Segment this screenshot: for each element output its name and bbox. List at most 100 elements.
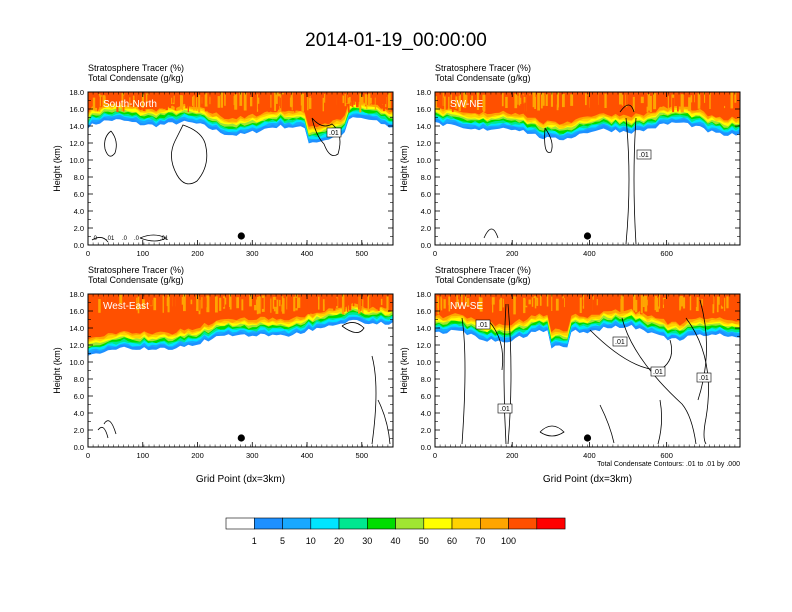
colorbar-swatch <box>310 517 340 530</box>
tracer-stripe <box>445 94 448 110</box>
colorbar-label: 20 <box>334 536 344 546</box>
y-tick-label: 0.0 <box>421 241 431 250</box>
tracer-stripe <box>717 296 720 305</box>
tracer-stripe <box>220 294 224 315</box>
tracer-stripe <box>366 97 368 110</box>
contour-line <box>171 124 208 185</box>
tracer-stripe <box>142 93 144 108</box>
tracer-stripe <box>107 299 110 305</box>
tracer-stripe <box>611 294 613 308</box>
tracer-stripe <box>592 96 595 105</box>
tracer-stripe <box>324 94 326 103</box>
tracer-layer <box>435 294 740 447</box>
tracer-stripe <box>139 297 143 315</box>
tracer-stripe <box>654 298 657 311</box>
tracer-stripe <box>603 97 605 105</box>
y-axis-label: Height (km) <box>52 347 62 394</box>
tracer-stripe <box>123 299 125 307</box>
tracer-stripe <box>204 93 208 107</box>
tracer-stripe <box>478 296 480 310</box>
tracer-stripe <box>269 94 272 108</box>
tracer-stripe <box>640 96 644 104</box>
tracer-stripe <box>528 299 531 305</box>
tracer-stripe <box>714 97 717 104</box>
tracer-stripe <box>539 93 541 109</box>
tracer-stripe <box>280 97 282 109</box>
tracer-stripe <box>287 295 289 310</box>
tracer-stripe <box>711 296 714 305</box>
tracer-stripe <box>348 97 351 103</box>
y-tick-label: 12.0 <box>69 341 84 350</box>
contour-label-text: .01 <box>106 236 115 242</box>
tracer-stripe <box>105 297 109 311</box>
tracer-layer <box>88 294 393 447</box>
y-tick-label: 8.0 <box>421 375 431 384</box>
tracer-stripe <box>147 294 150 309</box>
contour-line <box>341 322 365 333</box>
tracer-stripe <box>193 95 195 111</box>
tracer-stripe <box>701 93 704 104</box>
tracer-stripe <box>586 95 589 112</box>
tracer-stripe <box>168 94 172 109</box>
tracer-stripe <box>322 299 325 312</box>
tracer-stripe <box>575 94 578 111</box>
tracer-stripe <box>345 92 348 103</box>
location-marker <box>583 434 592 442</box>
panel-west-east: Stratosphere Tracer (%)Total Condensate … <box>52 265 394 485</box>
tracer-stripe <box>490 299 493 312</box>
tracer-stripe <box>641 296 645 307</box>
tracer-stripe <box>501 93 504 107</box>
tracer-stripe <box>192 96 194 106</box>
colorbar-label: 60 <box>447 536 457 546</box>
contour-label-box <box>650 366 666 377</box>
contour-label-text: .01 <box>699 375 709 382</box>
tracer-stripe <box>344 94 347 107</box>
tracer-stripe <box>653 93 657 110</box>
contour-label-text: .0 <box>134 236 140 242</box>
tracer-stripe <box>359 93 362 113</box>
tracer-stripe <box>536 297 539 306</box>
tracer-stripe <box>174 92 177 111</box>
tracer-stripe <box>505 295 507 309</box>
x-tick-label: 100 <box>136 451 149 460</box>
tracer-stripe <box>270 298 272 313</box>
cross-section-label: South-North <box>103 99 157 110</box>
y-tick-label: 14.0 <box>69 324 84 333</box>
tracer-stripe <box>579 297 582 313</box>
contour-line <box>625 117 637 245</box>
tracer-stripe <box>559 96 561 111</box>
location-marker <box>583 232 592 240</box>
tracer-stripe <box>715 97 719 105</box>
y-tick-label: 4.0 <box>421 207 431 216</box>
y-tick-label: 12.0 <box>416 139 431 148</box>
tracer-stripe <box>520 97 522 104</box>
tracer-stripe <box>517 295 520 309</box>
tracer-stripe <box>619 93 622 105</box>
contour-label: .01 <box>696 372 712 383</box>
tracer-stripe <box>150 97 152 109</box>
colorbar-label: 100 <box>501 536 516 546</box>
tracer-stripe <box>723 92 727 106</box>
tracer-stripe <box>510 93 513 110</box>
tracer-stripe <box>220 92 223 108</box>
y-tick-label: 8.0 <box>74 375 84 384</box>
tracer-stripe <box>293 296 296 312</box>
tracer-stripe <box>313 298 315 305</box>
y-tick-label: 18.0 <box>416 88 431 97</box>
tracer-stripe <box>275 299 279 314</box>
tracer-stripe <box>549 295 552 312</box>
tracer-stripe <box>281 297 283 305</box>
panel-title-condensate: Total Condensate (g/kg) <box>88 73 184 83</box>
y-tick-label: 6.0 <box>421 392 431 401</box>
y-axis-label: Height (km) <box>399 145 409 192</box>
contour-label-box <box>475 319 491 330</box>
tracer-stripe <box>241 299 244 311</box>
tracer-stripe <box>222 298 225 308</box>
tracer-stripe <box>353 93 355 105</box>
tracer-stripe <box>505 96 508 108</box>
tracer-stripe <box>499 299 502 311</box>
tracer-stripe <box>215 296 218 313</box>
tracer-stripe <box>281 94 285 112</box>
tracer-stripe <box>680 296 684 307</box>
y-tick-label: 6.0 <box>421 190 431 199</box>
